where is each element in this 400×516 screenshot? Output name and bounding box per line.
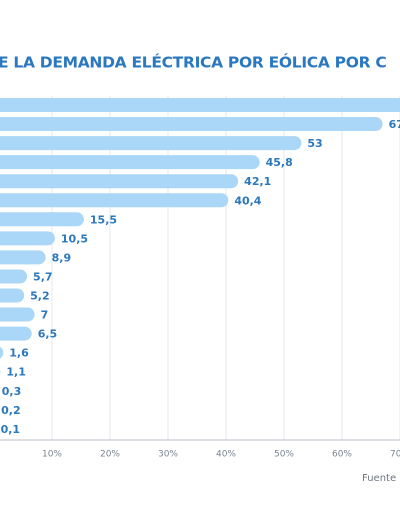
value-label: 0,2	[1, 404, 21, 417]
x-tick-label: 60%	[332, 450, 352, 460]
bar	[0, 193, 229, 208]
value-label: 42,1	[244, 175, 271, 188]
bar	[0, 174, 239, 189]
value-label: 53	[307, 137, 322, 150]
x-tick-label: 70%	[390, 450, 400, 460]
bar	[0, 307, 35, 322]
bar	[0, 117, 383, 132]
x-tick-label: 30%	[158, 450, 178, 460]
source: Fuente	[362, 473, 396, 484]
chart-title: E LA DEMANDA ELÉCTRICA POR EÓLICA POR C	[0, 53, 386, 72]
value-label: 40,4	[234, 194, 261, 207]
bar	[0, 250, 46, 265]
value-label: 7	[41, 309, 49, 322]
value-label: 5,7	[33, 270, 53, 283]
value-label: 8,9	[52, 251, 71, 264]
bar	[0, 136, 302, 151]
bar	[0, 269, 28, 284]
value-label: 5,2	[30, 290, 50, 303]
bar	[0, 98, 400, 112]
bar	[0, 346, 4, 359]
bar	[0, 326, 32, 341]
x-tick-label: 50%	[274, 450, 294, 460]
bar	[0, 288, 25, 303]
value-label: 6,5	[38, 328, 58, 341]
bar	[0, 212, 84, 227]
value-label: 0,1	[1, 423, 21, 436]
x-tick-label: 40%	[216, 450, 236, 460]
value-label: 10,5	[61, 232, 88, 245]
bar	[0, 155, 260, 170]
value-label: 1,6	[9, 347, 29, 360]
x-tick-label: 20%	[100, 450, 120, 460]
value-label: 1,1	[6, 366, 26, 379]
bar	[0, 231, 55, 246]
value-label: 67	[389, 118, 400, 131]
value-label: 45,8	[266, 156, 293, 169]
value-label: 15,5	[90, 213, 117, 226]
value-label: 0,3	[2, 385, 22, 398]
x-tick-label: 10%	[42, 450, 62, 460]
